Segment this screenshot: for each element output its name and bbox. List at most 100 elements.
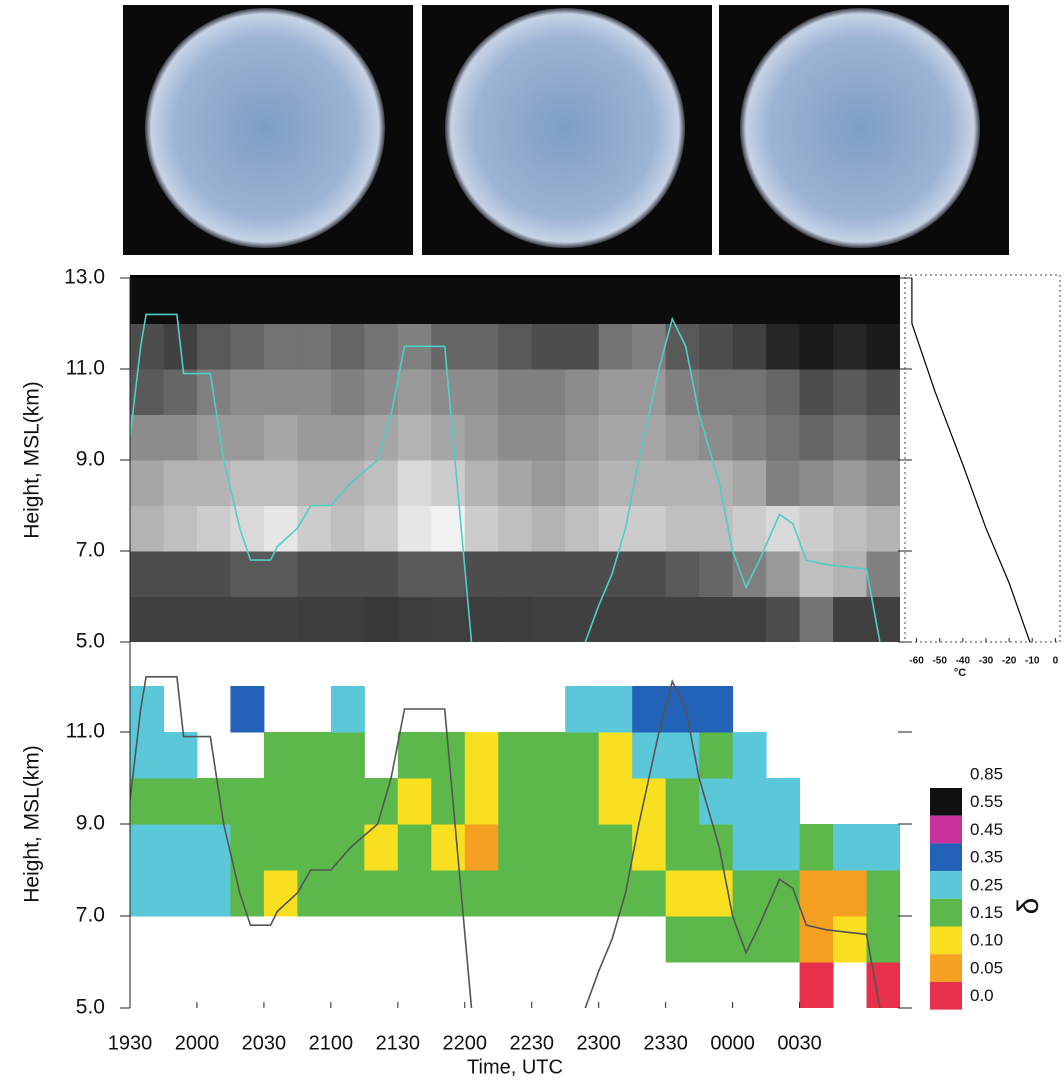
cell [397, 596, 432, 642]
cell [699, 916, 734, 963]
temperature-plot [904, 274, 1061, 643]
cell [263, 824, 298, 871]
cell [665, 778, 700, 825]
cell [196, 596, 231, 642]
cell [531, 460, 566, 506]
cell [732, 460, 767, 506]
cell [364, 460, 399, 506]
cell [565, 505, 600, 552]
cell [833, 916, 868, 963]
colorbar-label: 0.35 [970, 848, 1003, 867]
cell [799, 962, 834, 1008]
y-tick-label: 11.0 [66, 357, 105, 380]
cell [397, 778, 432, 825]
cell [598, 505, 633, 552]
cell [665, 824, 700, 871]
cell [565, 778, 600, 825]
cell [632, 505, 667, 552]
y-axis-title: Height, MSL(km) [21, 745, 44, 903]
line [130, 676, 881, 1008]
colorbar-label: 0.45 [970, 820, 1003, 839]
cell [833, 870, 868, 917]
cell [498, 870, 533, 917]
cell [866, 505, 900, 552]
x-tick-label: 1930 [108, 1032, 153, 1054]
cell [531, 369, 566, 415]
cell [196, 323, 231, 370]
cell [464, 323, 499, 370]
cell [297, 824, 332, 871]
cell [263, 778, 298, 825]
y-tick-label: 9.0 [76, 448, 105, 471]
cell [565, 414, 600, 461]
cell [699, 460, 734, 506]
cell [732, 505, 767, 552]
cell [130, 505, 164, 552]
cell [833, 369, 868, 415]
y-tick-label: 13.0 [64, 266, 105, 289]
cell [263, 732, 298, 779]
cell [866, 551, 900, 597]
cell [297, 460, 332, 506]
cell [799, 824, 834, 871]
cell [766, 916, 801, 963]
cell [130, 278, 164, 324]
cell [397, 369, 432, 415]
cell [364, 551, 399, 597]
cell [297, 323, 332, 370]
cell [397, 870, 432, 917]
cell [866, 916, 900, 963]
cell [196, 278, 231, 324]
cell [330, 596, 365, 642]
cell [598, 551, 633, 597]
cell [297, 551, 332, 597]
cell [431, 551, 466, 597]
cell [130, 778, 164, 825]
x-tick-label: -60 [909, 656, 924, 667]
cell [833, 551, 868, 597]
cell [397, 460, 432, 506]
cell [364, 369, 399, 415]
cell [598, 870, 633, 917]
cell [665, 278, 700, 324]
cell [732, 916, 767, 963]
cell [699, 732, 734, 779]
cell [297, 732, 332, 779]
y-tick-label: 9.0 [76, 812, 105, 835]
cell [130, 596, 164, 642]
y-tick-label: 7.0 [76, 904, 105, 927]
cell [598, 732, 633, 779]
cell [598, 686, 633, 733]
cell [632, 778, 667, 825]
cell [833, 414, 868, 461]
x-tick-label: -40 [956, 656, 971, 667]
cell [799, 414, 834, 461]
cell [699, 369, 734, 415]
line [130, 313, 881, 642]
cell [665, 460, 700, 506]
y-tick-label: 11.0 [66, 720, 105, 743]
cell [866, 369, 900, 415]
x-tick-label: 2030 [242, 1032, 287, 1054]
cell [732, 369, 767, 415]
x-tick-label: 2230 [509, 1032, 554, 1054]
x-tick-label: 2000 [175, 1032, 220, 1054]
cell [163, 414, 198, 461]
cell [699, 551, 734, 597]
cell [330, 870, 365, 917]
cell [565, 323, 600, 370]
x-tick-label: 0 [1053, 656, 1059, 667]
axes: 5.0 7.0 9.0 11.0 13.0 Height, MSL(km) -60 -50 -4… [21, 266, 1059, 1079]
cell [263, 278, 298, 324]
cell [230, 278, 265, 324]
cell [163, 369, 198, 415]
cell [866, 460, 900, 506]
cell [565, 460, 600, 506]
cell [665, 686, 700, 733]
cell [230, 414, 265, 461]
cell [531, 870, 566, 917]
y-tick-label: 5.0 [76, 630, 105, 653]
cell [130, 686, 164, 733]
cell [598, 596, 633, 642]
